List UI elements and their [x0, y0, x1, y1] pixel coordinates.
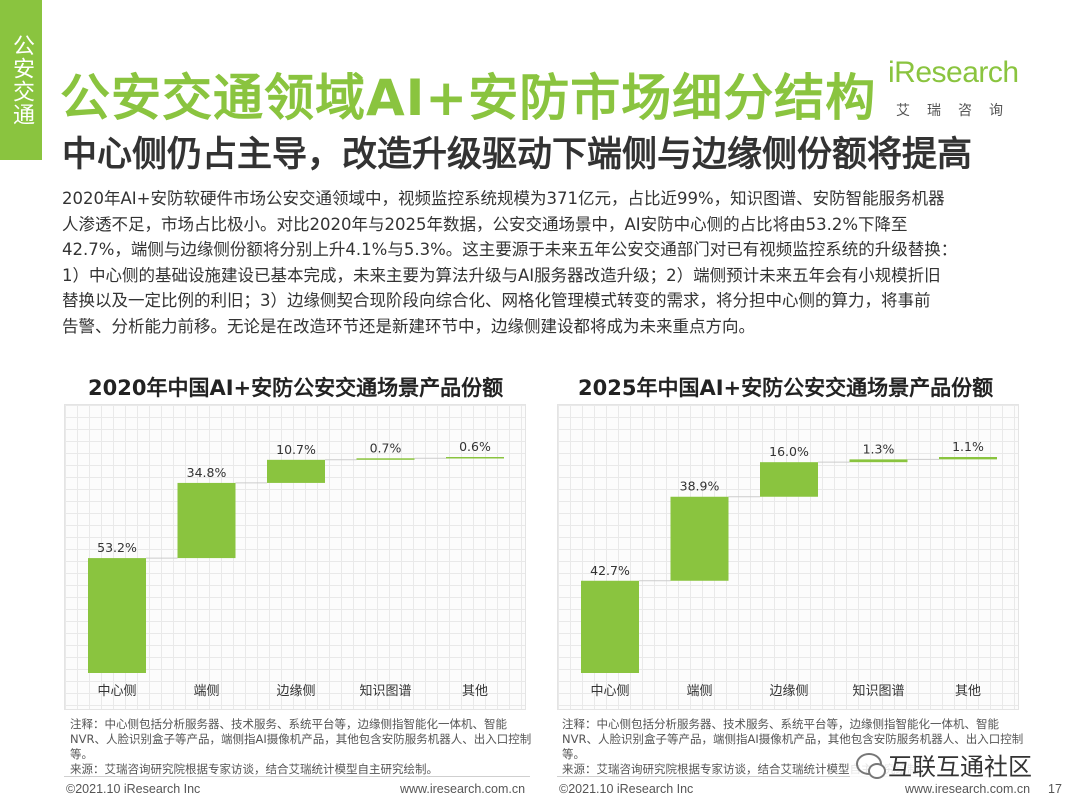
section-tab: 公安交通 — [0, 0, 42, 160]
source-text: 来源：艾瑞咨询研究院根据专家访谈，结合艾瑞统计模型自主研究绘制。 — [562, 762, 930, 776]
data-label: 38.9% — [680, 479, 720, 494]
chart-note-right: 注释：中心侧包括分析服务器、技术服务、系统平台等，边缘侧指智能化一体机、智能NV… — [562, 717, 1032, 777]
body-line: 1）中心侧的基础设施建设已基本完成，未来主要为算法升级与AI服务器改造升级；2）… — [62, 265, 941, 285]
page-number: 17 — [1048, 782, 1062, 796]
data-label: 1.1% — [952, 439, 984, 454]
bar-中心侧 — [88, 558, 146, 673]
watermark-text: 互联互通社区 — [888, 752, 1032, 781]
footer-website: www.iresearch.com.cn — [905, 782, 1031, 796]
bar-知识图谱 — [849, 459, 908, 463]
category-label: 其他 — [955, 684, 981, 699]
category-label: 知识图谱 — [359, 683, 411, 699]
data-label: 0.7% — [370, 440, 402, 455]
data-label: 10.7% — [276, 442, 316, 457]
category-label: 中心侧 — [97, 684, 136, 699]
chart-svg-2025: 42.7% 中心侧 38.9% 端侧 16.0% 边缘侧 1.3% 知识图谱 1.1% 其他 — [581, 439, 997, 699]
body-line: 42.7%，端侧与边缘侧份额将分别上升4.1%与5.3%。这主要源于未来五年公安… — [62, 240, 958, 259]
category-label: 端侧 — [686, 684, 712, 699]
bar-端侧 — [670, 496, 729, 581]
footer-website: www.iresearch.com.cn — [400, 782, 526, 796]
page-title: 公安交通领域AI+安防市场细分结构 — [60, 69, 877, 127]
iresearch-logo: iResearch 艾瑞咨询 — [888, 56, 1038, 126]
bar-边缘侧 — [267, 459, 325, 483]
bar-其他 — [939, 457, 997, 460]
body-paragraph: 2020年AI+安防软硬件市场公安交通领域中，视频监控系统规模为371亿元，占比… — [62, 186, 1022, 339]
category-label: 中心侧 — [590, 684, 629, 699]
bar-边缘侧 — [760, 462, 818, 497]
footer-copyright: ©2021.10 iResearch Inc — [66, 782, 201, 796]
page-subtitle: 中心侧仍占主导，改造升级驱动下端侧与边缘侧份额将提高 — [62, 135, 973, 175]
data-label: 1.3% — [863, 441, 895, 456]
note-text: 注释：中心侧包括分析服务器、技术服务、系统平台等，边缘侧指智能化一体机、智能NV… — [562, 717, 1024, 761]
note-text: 注释：中心侧包括分析服务器、技术服务、系统平台等，边缘侧指智能化一体机、智能NV… — [70, 717, 532, 761]
chart-2020: 53.2% 中心侧 34.8% 端侧 10.7% 边缘侧 0.7% 知识图谱 0.6% 其他 — [64, 404, 526, 710]
bar-中心侧 — [581, 580, 639, 673]
data-label: 0.6% — [459, 439, 491, 454]
data-label: 53.2% — [97, 540, 137, 555]
watermark: 互联互通社区 — [850, 744, 1038, 784]
footer-copyright: ©2021.10 iResearch Inc — [559, 782, 694, 796]
body-line: 人渗透不足，市场占比极小。对比2020年与2025年数据，公安交通场景中，AI安… — [62, 214, 908, 234]
chart-title-2020: 2020年中国AI+安防公安交通场景产品份额 — [88, 376, 504, 400]
wechat-icon — [856, 753, 886, 779]
category-label: 其他 — [462, 684, 488, 699]
footer-divider — [64, 776, 530, 777]
logo-word: iResearch — [888, 56, 1019, 89]
category-label: 边缘侧 — [276, 684, 315, 699]
category-label: 知识图谱 — [852, 683, 904, 699]
body-line: 2020年AI+安防软硬件市场公安交通领域中，视频监控系统规模为371亿元，占比… — [62, 189, 945, 208]
chart-title-2025: 2025年中国AI+安防公安交通场景产品份额 — [578, 376, 994, 400]
chart-note-left: 注释：中心侧包括分析服务器、技术服务、系统平台等，边缘侧指智能化一体机、智能NV… — [70, 717, 540, 777]
footer-divider — [557, 776, 1023, 777]
source-text: 来源：艾瑞咨询研究院根据专家访谈，结合艾瑞统计模型自主研究绘制。 — [70, 762, 438, 776]
data-label: 34.8% — [187, 465, 227, 480]
category-label: 边缘侧 — [769, 684, 808, 699]
body-line: 替换以及一定比例的利旧；3）边缘侧契合现阶段向综合化、网格化管理模式转变的需求，… — [62, 291, 931, 310]
logo-cn: 艾瑞咨询 — [896, 103, 1020, 119]
bar-端侧 — [177, 482, 236, 559]
bar-知识图谱 — [356, 458, 415, 460]
body-line: 告警、分析能力前移。无论是在改造环节还是新建环节中，边缘侧建设都将成为未来重点方… — [62, 316, 755, 336]
category-label: 端侧 — [193, 684, 219, 699]
data-label: 16.0% — [769, 444, 809, 459]
bar-其他 — [446, 457, 504, 459]
chart-2025: 42.7% 中心侧 38.9% 端侧 16.0% 边缘侧 1.3% 知识图谱 1.1% 其他 — [557, 404, 1019, 710]
data-label: 42.7% — [590, 563, 630, 578]
chart-svg-2020: 53.2% 中心侧 34.8% 端侧 10.7% 边缘侧 0.7% 知识图谱 0.6% 其他 — [88, 439, 504, 699]
